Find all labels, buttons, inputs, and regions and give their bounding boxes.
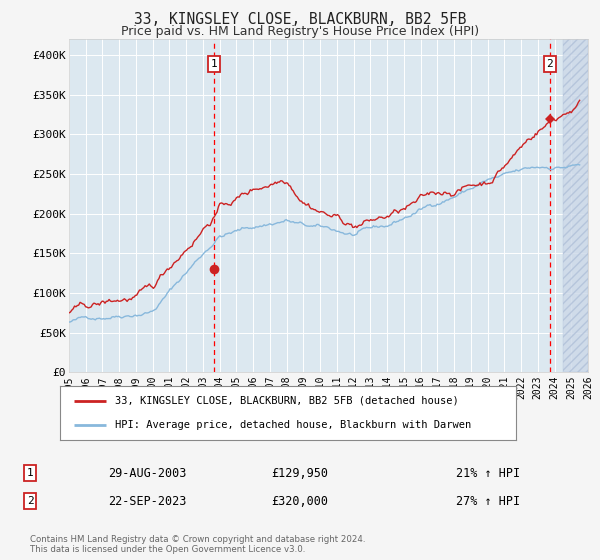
Text: 2: 2 [26, 496, 34, 506]
Text: 33, KINGSLEY CLOSE, BLACKBURN, BB2 5FB: 33, KINGSLEY CLOSE, BLACKBURN, BB2 5FB [134, 12, 466, 27]
Text: 27% ↑ HPI: 27% ↑ HPI [456, 494, 520, 508]
Text: 22-SEP-2023: 22-SEP-2023 [108, 494, 187, 508]
Text: HPI: Average price, detached house, Blackburn with Darwen: HPI: Average price, detached house, Blac… [115, 420, 471, 430]
Text: Contains HM Land Registry data © Crown copyright and database right 2024.
This d: Contains HM Land Registry data © Crown c… [30, 535, 365, 554]
Text: 1: 1 [26, 468, 34, 478]
Text: 29-AUG-2003: 29-AUG-2003 [108, 466, 187, 480]
Text: Price paid vs. HM Land Registry's House Price Index (HPI): Price paid vs. HM Land Registry's House … [121, 25, 479, 38]
Text: £129,950: £129,950 [271, 466, 329, 480]
Text: 33, KINGSLEY CLOSE, BLACKBURN, BB2 5FB (detached house): 33, KINGSLEY CLOSE, BLACKBURN, BB2 5FB (… [115, 396, 458, 406]
Text: 21% ↑ HPI: 21% ↑ HPI [456, 466, 520, 480]
Text: 2: 2 [547, 59, 553, 69]
Text: £320,000: £320,000 [271, 494, 329, 508]
Text: 1: 1 [211, 59, 217, 69]
